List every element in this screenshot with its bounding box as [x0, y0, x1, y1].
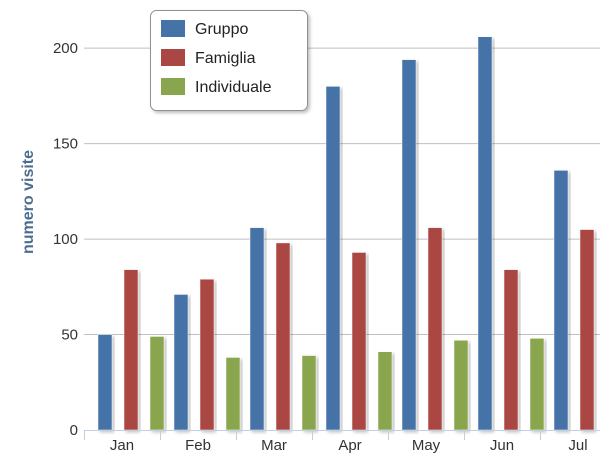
x-tick-label: Mar — [261, 437, 287, 454]
y-axis-title: numero visite — [20, 150, 37, 254]
x-tick-label: May — [412, 437, 441, 454]
legend-label-individuale: Individuale — [195, 79, 272, 96]
bar-famiglia-may — [427, 227, 443, 431]
bar-gruppo-feb — [173, 294, 189, 431]
bar-gruppo-mar — [249, 227, 265, 431]
y-tick-label: 150 — [53, 136, 78, 153]
y-axis-ticks: 0 50 100 150 200 — [53, 40, 78, 439]
bar-gruppo-apr — [325, 86, 341, 431]
legend-swatch-gruppo — [161, 20, 185, 37]
bar-gruppo-jun — [477, 36, 493, 431]
bar-gruppo-may — [401, 59, 417, 431]
x-tick-label: Apr — [338, 437, 361, 454]
legend-swatch-individuale — [161, 78, 185, 95]
bar-famiglia-apr — [351, 252, 367, 431]
bar-gruppo-jan — [97, 334, 113, 431]
bar-individuale-mar — [301, 355, 317, 431]
y-tick-label: 100 — [53, 231, 78, 248]
y-tick-label: 0 — [70, 422, 78, 439]
bar-famiglia-mar — [275, 242, 291, 431]
legend-swatch-famiglia — [161, 49, 185, 66]
bar-famiglia-jul — [579, 229, 595, 431]
bar-famiglia-jan — [123, 269, 139, 431]
bar-individuale-jun — [529, 338, 545, 431]
y-tick-label: 200 — [53, 40, 78, 57]
y-tick-label: 50 — [61, 327, 78, 344]
bars — [97, 36, 595, 431]
bar-individuale-may — [453, 340, 469, 431]
x-tick-label: Feb — [185, 437, 211, 454]
bar-famiglia-feb — [199, 278, 215, 431]
bar-individuale-apr — [377, 351, 393, 431]
x-tick-label: Jun — [490, 437, 514, 454]
bar-famiglia-jun — [503, 269, 519, 431]
bar-individuale-feb — [225, 357, 241, 431]
bar-gruppo-jul — [553, 170, 569, 431]
legend: Gruppo Famiglia Individuale — [150, 10, 308, 111]
x-tick-label: Jul — [568, 437, 587, 454]
legend-label-famiglia: Famiglia — [195, 50, 256, 67]
x-axis: JanFebMarAprMayJunJulAug — [84, 430, 600, 454]
legend-box — [150, 10, 308, 111]
legend-label-gruppo: Gruppo — [195, 21, 248, 38]
x-tick-label: Jan — [110, 437, 134, 454]
bar-individuale-jan — [149, 336, 165, 431]
